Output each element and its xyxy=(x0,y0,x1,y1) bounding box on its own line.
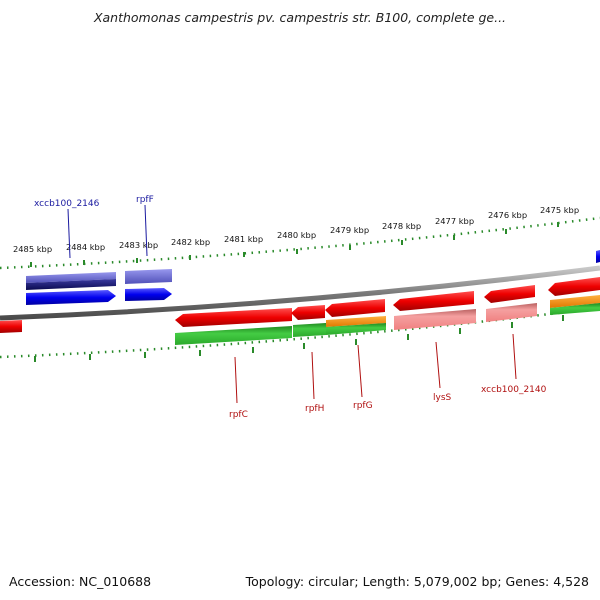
ruler-labels: 2485 kbp 2484 kbp 2483 kbp 2482 kbp 2481… xyxy=(13,205,579,254)
gene-feature-xccb100-2140[interactable] xyxy=(484,285,535,303)
gene-feature-xccb100-2140-cds[interactable] xyxy=(486,303,537,322)
gene-labels: xccb100_2146 rpfF rpfC rpfH rpfG lysS xc… xyxy=(34,195,547,420)
gene-feature-rpfF[interactable] xyxy=(125,288,172,301)
gene-label-xccb100-2146: xccb100_2146 xyxy=(34,199,100,209)
gene-feature-rpfH-green[interactable] xyxy=(293,323,326,337)
gene-label-rpfF: rpfF xyxy=(136,195,154,205)
genome-summary-text: Topology: circular; Length: 5,079,002 bp… xyxy=(245,574,589,589)
accession-text: Accession: NC_010688 xyxy=(9,574,152,589)
gene-feature-right-green[interactable] xyxy=(550,303,600,315)
kbp-label-2478: 2478 kbp xyxy=(382,221,421,231)
kbp-label-2476: 2476 kbp xyxy=(488,210,527,220)
label-leaders xyxy=(67,204,517,404)
gene-feature-rpfC-green[interactable] xyxy=(175,326,292,345)
gene-feature-lysS-cds[interactable] xyxy=(394,309,476,330)
kbp-label-2475: 2475 kbp xyxy=(540,205,579,215)
gene-label-rpfH: rpfH xyxy=(305,404,324,414)
gene-label-rpfC: rpfC xyxy=(229,410,248,420)
kbp-label-2482: 2482 kbp xyxy=(171,237,210,247)
kbp-label-2481: 2481 kbp xyxy=(224,234,263,244)
kbp-label-2484: 2484 kbp xyxy=(66,242,105,252)
gene-feature-rpfH[interactable] xyxy=(291,305,325,320)
gene-feature-right-orange[interactable] xyxy=(550,295,600,308)
inner-ruler-ticks xyxy=(34,315,564,362)
outer-ruler-ticks xyxy=(30,222,559,267)
gene-feature-xccb100-2146-cds[interactable] xyxy=(26,272,116,283)
gene-feature-rpfG-green[interactable] xyxy=(326,323,386,335)
map-title: Xanthomonas campestris pv. campestris st… xyxy=(93,10,507,25)
kbp-label-2479: 2479 kbp xyxy=(330,225,369,235)
kbp-label-2477: 2477 kbp xyxy=(435,216,474,226)
genome-backbone xyxy=(0,265,600,321)
gene-label-lysS: lysS xyxy=(433,393,452,403)
inner-ruler-track xyxy=(0,306,600,359)
gene-label-xccb100-2140: xccb100_2140 xyxy=(481,385,547,395)
gene-feature-rpfF-cds[interactable] xyxy=(125,269,172,284)
kbp-label-2483: 2483 kbp xyxy=(119,240,158,250)
forward-strand-features[interactable] xyxy=(26,250,600,305)
gene-label-rpfG: rpfG xyxy=(353,401,373,411)
kbp-label-2480: 2480 kbp xyxy=(277,230,316,240)
gene-feature-right-1[interactable] xyxy=(548,277,600,296)
gene-feature-rpfG-orange[interactable] xyxy=(326,316,386,327)
gene-feature-lysS[interactable] xyxy=(393,291,474,311)
gene-feature-edge-right[interactable] xyxy=(596,250,600,263)
gene-feature-xccb100-2146-dark[interactable] xyxy=(26,279,116,290)
kbp-label-2485: 2485 kbp xyxy=(13,244,52,254)
gene-feature-xccb100-2146[interactable] xyxy=(26,290,116,305)
reverse-strand-features[interactable] xyxy=(0,277,600,345)
gene-feature-left-edge[interactable] xyxy=(0,320,22,333)
gene-feature-rpfC[interactable] xyxy=(175,308,292,327)
gene-feature-rpfG[interactable] xyxy=(325,299,385,317)
